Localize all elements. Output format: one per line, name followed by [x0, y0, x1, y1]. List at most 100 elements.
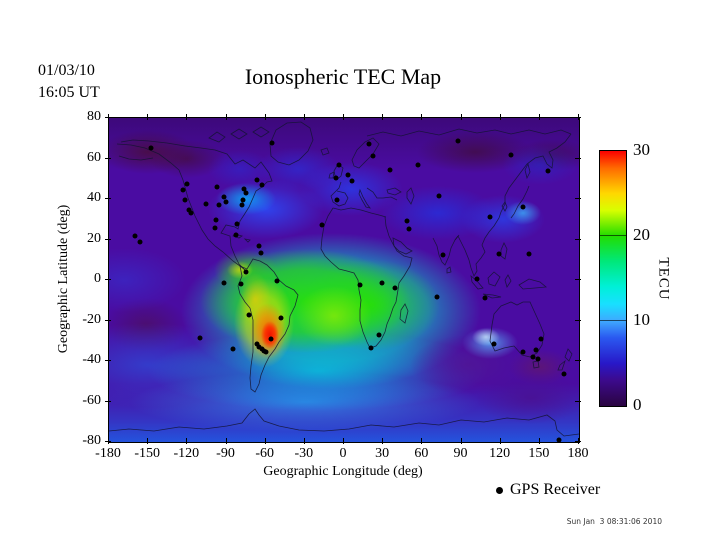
gps-receiver-dot: [533, 347, 539, 353]
axis-tick: [186, 114, 188, 120]
gps-receiver-dot: [496, 251, 502, 257]
gps-receiver-dot: [487, 214, 493, 220]
axis-tick: [575, 279, 581, 280]
gps-receiver-dot: [132, 233, 138, 239]
gps-receiver-dot: [274, 278, 280, 284]
axis-tick: [575, 117, 581, 118]
x-tick-label: 120: [489, 446, 511, 461]
axis-tick: [105, 360, 111, 361]
gps-receiver-dot: [203, 201, 209, 207]
gps-receiver-dot: [482, 295, 488, 301]
gps-receiver-dot: [376, 332, 382, 338]
y-tick-label: 0: [94, 271, 101, 286]
axis-tick: [421, 114, 423, 120]
gps-receiver-dot: [188, 210, 194, 216]
axis-tick: [382, 114, 384, 120]
axis-tick: [264, 438, 266, 444]
axis-tick: [575, 198, 581, 199]
axis-tick: [147, 438, 149, 444]
gps-receiver-dot: [184, 181, 190, 187]
gps-receiver-dot: [197, 335, 203, 341]
gps-receiver-dot: [186, 207, 192, 213]
gps-receiver-dot: [216, 202, 222, 208]
gps-receiver-dot: [263, 349, 269, 355]
gps-receiver-dot: [221, 280, 227, 286]
x-tick-label: 90: [453, 446, 468, 461]
gps-receiver-dot: [366, 141, 372, 147]
gps-receiver-dot: [268, 336, 274, 342]
gps-receiver-dot: [530, 354, 536, 360]
y-axis-label: Geographic Latitude (deg): [56, 204, 71, 354]
gps-receiver-dot: [137, 239, 143, 245]
gps-receiver-dot: [474, 276, 480, 282]
gps-receiver-dot: [256, 243, 262, 249]
colorbar-tickline: [600, 320, 626, 321]
axis-tick: [105, 279, 111, 280]
gps-receiver-dot: [241, 186, 247, 192]
gps-receiver-dot: [334, 197, 340, 203]
x-tick-label: 30: [375, 446, 390, 461]
axis-tick: [343, 114, 344, 120]
gps-receiver-dot: [212, 225, 218, 231]
gps-receiver-dot: [258, 250, 264, 256]
gps-receiver-dot: [214, 184, 220, 190]
axis-tick: [105, 198, 111, 199]
axis-tick: [343, 438, 344, 444]
gps-receiver-dot: [233, 232, 239, 238]
axis-tick: [105, 238, 111, 240]
gps-receiver-dot: [520, 349, 526, 355]
gps-receiver-marker-icon: [496, 486, 503, 494]
gps-receiver-dot: [392, 285, 398, 291]
gps-receiver-dot: [213, 217, 219, 223]
gps-receiver-dot: [240, 197, 246, 203]
gps-receiver-dot: [319, 222, 325, 228]
axis-tick: [538, 114, 540, 120]
gps-receiver-dot: [357, 282, 363, 288]
gps-receiver-dot: [368, 345, 374, 351]
date-line: 01/03/10: [38, 62, 95, 79]
x-tick-label: 150: [528, 446, 550, 461]
gps-receiver-dot: [345, 172, 351, 178]
gps-receiver-dot: [526, 251, 532, 257]
gps-receiver-dot: [404, 218, 410, 224]
gps-receiver-dot: [455, 138, 461, 144]
coastlines: [109, 121, 579, 437]
colorbar-unit-label: TECU: [655, 257, 672, 301]
gps-receiver-dot: [545, 168, 551, 174]
gps-receiver-legend: GPS Receiver: [496, 481, 600, 499]
gps-receiver-dot: [535, 356, 541, 362]
axis-tick: [538, 438, 540, 444]
x-tick-label: -120: [173, 446, 200, 461]
colorbar-tick-label: 0: [633, 395, 642, 414]
x-tick-label: -150: [134, 446, 160, 461]
gps-receiver-dot: [256, 344, 262, 350]
gps-receiver-dot: [243, 190, 249, 196]
gps-receiver-dot: [561, 371, 567, 377]
y-tick-label: 60: [87, 149, 101, 165]
x-tick-label: -30: [294, 446, 314, 461]
axis-tick: [499, 438, 501, 444]
plot-generation-timestamp: Sun Jan 3 08:31:06 2010: [566, 517, 662, 526]
y-tick-label: -60: [82, 392, 101, 408]
gps-receiver-dot: [379, 280, 385, 286]
plot-area: -180 -150 -120 -90 -60 -30 0 30 60 90 120 150 180 80…: [56, 109, 589, 479]
gps-receiver-dot: [243, 269, 249, 275]
gps-receiver-dot: [436, 193, 442, 199]
gps-receiver-dot: [415, 162, 421, 168]
axis-tick: [575, 441, 581, 442]
legend-label: GPS Receiver: [510, 481, 601, 498]
axis-tick: [105, 117, 111, 118]
colorbar: [599, 150, 627, 407]
gps-receiver-dot: [269, 140, 275, 146]
axis-tick: [225, 438, 227, 444]
colorbar-tick-label: 30: [633, 140, 650, 159]
x-axis-label: Geographic Longitude (deg): [263, 464, 423, 479]
gps-receiver-dot: [223, 199, 229, 205]
gps-receiver-dot: [556, 437, 562, 442]
gps-receiver-dot: [336, 162, 342, 168]
colorbar-tickline: [600, 235, 626, 236]
axis-tick: [225, 114, 227, 120]
gps-receiver-dot: [246, 312, 252, 318]
gps-receiver-dot: [278, 315, 284, 321]
axis-tick: [105, 400, 111, 402]
